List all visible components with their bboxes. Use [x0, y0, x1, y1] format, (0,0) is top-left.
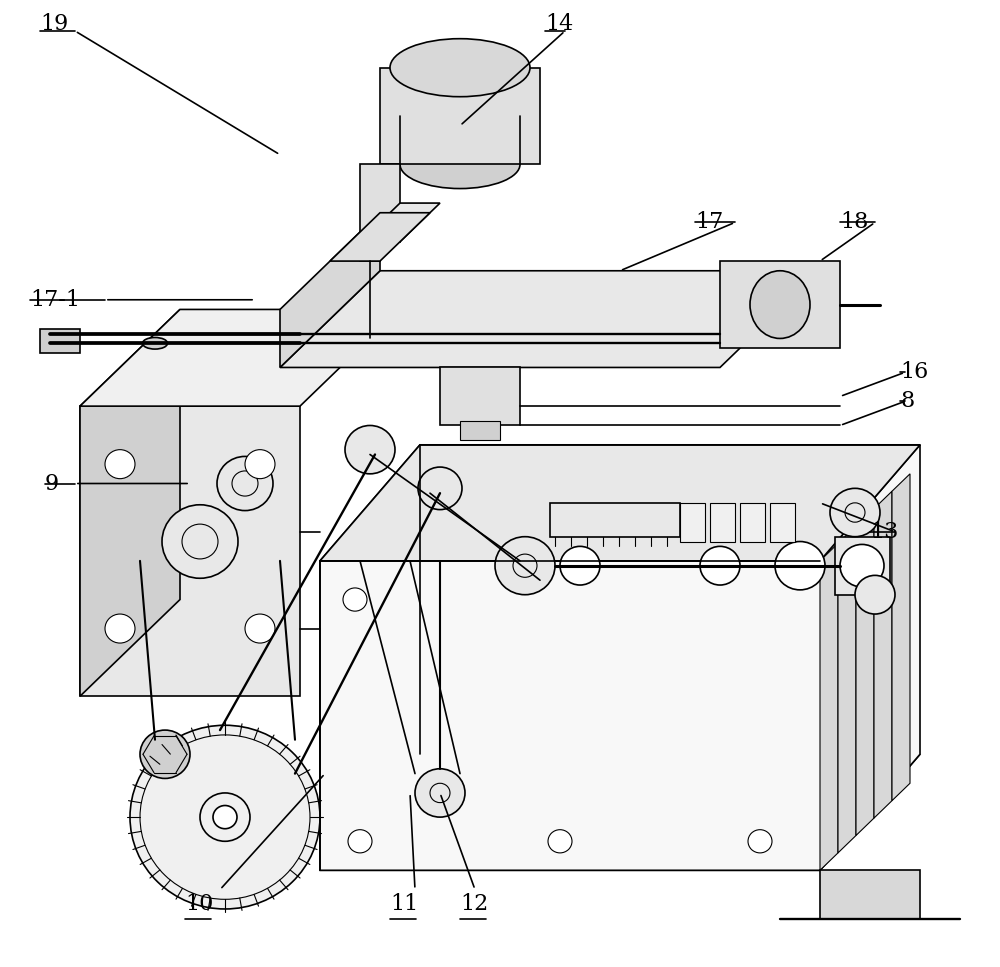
Circle shape [245, 450, 275, 479]
Circle shape [162, 505, 238, 578]
Ellipse shape [390, 39, 530, 97]
Circle shape [345, 425, 395, 474]
Polygon shape [330, 213, 430, 261]
Text: 16: 16 [900, 362, 928, 383]
Bar [770, 503, 795, 542]
Circle shape [560, 546, 600, 585]
Ellipse shape [400, 92, 520, 140]
Bar [680, 503, 705, 542]
Ellipse shape [750, 271, 810, 338]
Bar [835, 537, 890, 595]
Circle shape [343, 588, 367, 611]
Circle shape [130, 725, 320, 909]
Bar [380, 68, 540, 164]
Circle shape [105, 614, 135, 643]
Circle shape [348, 830, 372, 853]
Bar [460, 421, 500, 440]
Polygon shape [360, 203, 440, 242]
Circle shape [548, 830, 572, 853]
Ellipse shape [143, 337, 168, 349]
Polygon shape [280, 213, 380, 367]
Polygon shape [320, 754, 920, 870]
Text: 9: 9 [45, 473, 59, 494]
Text: 10: 10 [185, 894, 213, 915]
Circle shape [700, 546, 740, 585]
Circle shape [140, 730, 190, 778]
Circle shape [840, 544, 884, 587]
Text: 13: 13 [870, 521, 898, 542]
Bar [720, 261, 840, 348]
Polygon shape [320, 445, 920, 870]
Text: 17: 17 [695, 212, 723, 233]
Bar [440, 367, 520, 425]
Polygon shape [320, 445, 420, 870]
Text: 8: 8 [900, 391, 914, 412]
Bar [550, 503, 680, 537]
Circle shape [213, 806, 237, 829]
Circle shape [855, 575, 895, 614]
Text: 12: 12 [460, 894, 488, 915]
Text: 17-1: 17-1 [30, 289, 80, 310]
Circle shape [748, 830, 772, 853]
Circle shape [105, 450, 135, 479]
Circle shape [418, 467, 462, 510]
Circle shape [775, 542, 825, 590]
Polygon shape [280, 271, 820, 367]
Polygon shape [80, 309, 400, 406]
Circle shape [217, 456, 273, 511]
Polygon shape [820, 543, 838, 870]
Polygon shape [892, 474, 910, 801]
Bar [40, 329, 80, 353]
Text: 19: 19 [40, 14, 68, 35]
Polygon shape [874, 491, 892, 818]
Circle shape [415, 769, 465, 817]
Text: 14: 14 [545, 14, 573, 35]
Polygon shape [360, 164, 400, 242]
Polygon shape [820, 870, 920, 919]
Polygon shape [320, 445, 920, 561]
Circle shape [245, 614, 275, 643]
Circle shape [495, 537, 555, 595]
Polygon shape [856, 509, 874, 835]
Polygon shape [80, 406, 300, 696]
Polygon shape [80, 309, 180, 696]
Text: 18: 18 [840, 212, 868, 233]
Circle shape [830, 488, 880, 537]
Ellipse shape [400, 140, 520, 189]
Polygon shape [838, 526, 856, 853]
Bar [710, 503, 735, 542]
Bar [740, 503, 765, 542]
Polygon shape [360, 232, 380, 261]
Text: 11: 11 [390, 894, 418, 915]
